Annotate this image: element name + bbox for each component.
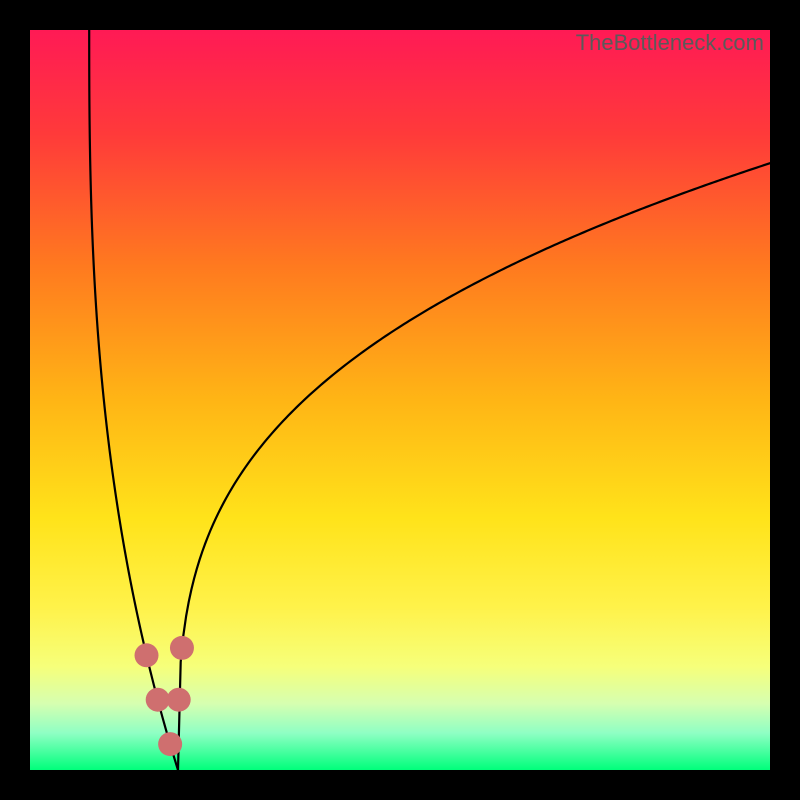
watermark-text: TheBottleneck.com xyxy=(576,30,764,56)
cusp-curve-right xyxy=(178,163,770,770)
cusp-curve-left xyxy=(89,30,178,770)
bead-marker xyxy=(135,643,159,667)
plot-area xyxy=(30,30,770,770)
bead-marker xyxy=(146,688,170,712)
bead-marker xyxy=(170,636,194,660)
beads-group xyxy=(135,636,194,756)
bead-marker xyxy=(167,688,191,712)
curves-layer xyxy=(30,30,770,770)
bead-marker xyxy=(158,732,182,756)
chart-frame: TheBottleneck.com xyxy=(0,0,800,800)
